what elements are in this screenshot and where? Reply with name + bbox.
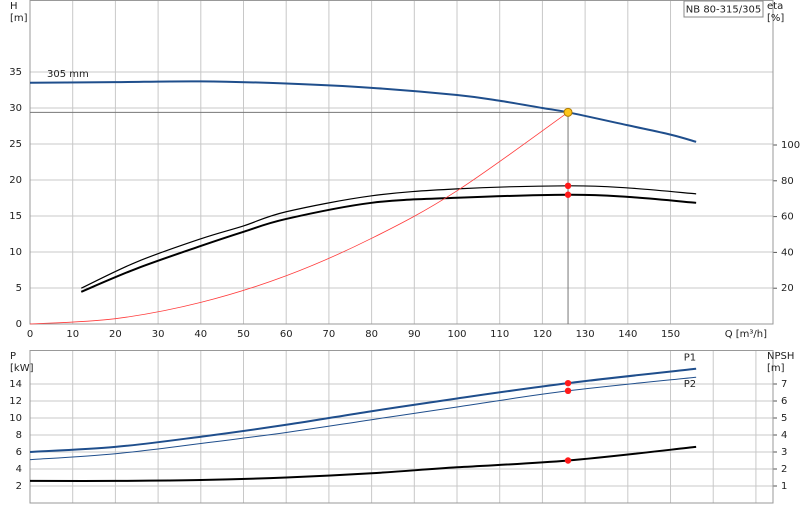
y-tick-label: 15 <box>9 211 22 222</box>
x-tick-label: 10 <box>66 329 79 340</box>
y-tick-label: 5 <box>16 283 22 294</box>
x-tick-label: 60 <box>280 329 293 340</box>
y2-tick-label: 3 <box>781 447 787 458</box>
y2-axis-label: eta <box>767 1 783 12</box>
series-line <box>29 80 697 143</box>
operating-point <box>563 107 573 117</box>
x-tick-label: 50 <box>237 329 250 340</box>
y-tick-label: 2 <box>16 481 22 492</box>
y2-axis-label: NPSH <box>767 351 794 362</box>
series-label: P2 <box>684 379 696 390</box>
y-tick-label: 8 <box>16 430 22 441</box>
plot-frame <box>29 350 774 504</box>
y-tick-label: 10 <box>9 413 22 424</box>
series-label: P1 <box>684 353 696 364</box>
x-tick-label: 80 <box>365 329 378 340</box>
series-line <box>80 185 697 289</box>
y2-tick-label: 20 <box>781 283 794 294</box>
x-tick-label: 90 <box>408 329 421 340</box>
x-tick-label: 30 <box>152 329 165 340</box>
y2-tick-label: 2 <box>781 464 787 475</box>
y2-tick-label: 4 <box>781 430 787 441</box>
y2-axis-unit: [m] <box>767 363 785 374</box>
y2-tick-label: 7 <box>781 379 787 390</box>
y2-tick-label: 5 <box>781 413 787 424</box>
x-tick-label: 20 <box>109 329 122 340</box>
y-tick-label: 30 <box>9 103 22 114</box>
series-line <box>29 367 697 453</box>
x-axis-label: Q [m³/h] <box>725 329 767 340</box>
y2-axis-unit: [%] <box>767 13 784 24</box>
x-tick-label: 110 <box>490 329 509 340</box>
operating-point <box>564 457 572 464</box>
y-axis-unit: [kW] <box>10 363 34 374</box>
y-tick-label: 6 <box>16 447 22 458</box>
y-tick-label: 14 <box>9 379 22 390</box>
x-tick-label: 120 <box>533 329 552 340</box>
y-axis-unit: [m] <box>10 13 28 24</box>
x-tick-label: 0 <box>27 329 33 340</box>
y-tick-label: 0 <box>16 319 22 330</box>
plot-frame <box>29 0 774 325</box>
y2-tick-label: 60 <box>781 212 794 223</box>
y-tick-label: 4 <box>16 464 22 475</box>
series-label: 305 mm <box>47 69 89 80</box>
x-tick-label: 140 <box>618 329 637 340</box>
y-tick-label: 10 <box>9 247 22 258</box>
y-axis-label: P <box>10 351 16 362</box>
y-tick-label: 35 <box>9 67 22 78</box>
y2-tick-label: 100 <box>781 140 800 151</box>
y-tick-label: 25 <box>9 139 22 150</box>
y2-tick-label: 80 <box>781 176 794 187</box>
operating-point <box>564 387 572 394</box>
x-tick-label: 100 <box>447 329 466 340</box>
title-box <box>683 0 764 18</box>
operating-point <box>564 191 572 198</box>
series-line <box>29 111 569 325</box>
y2-tick-label: 40 <box>781 247 794 258</box>
y2-tick-label: 6 <box>781 396 787 407</box>
series-line <box>80 193 697 293</box>
y-tick-label: 20 <box>9 175 22 186</box>
operating-point <box>564 379 572 387</box>
x-tick-label: 70 <box>323 329 336 340</box>
chart-title: NB 80-315/305 <box>686 5 761 16</box>
x-tick-label: 40 <box>194 329 207 340</box>
y-axis-label: H <box>10 1 18 12</box>
x-tick-label: 150 <box>661 329 680 340</box>
y-tick-label: 12 <box>9 396 22 407</box>
y2-tick-label: 1 <box>781 481 787 492</box>
operating-point <box>564 182 572 190</box>
x-tick-label: 130 <box>576 329 595 340</box>
